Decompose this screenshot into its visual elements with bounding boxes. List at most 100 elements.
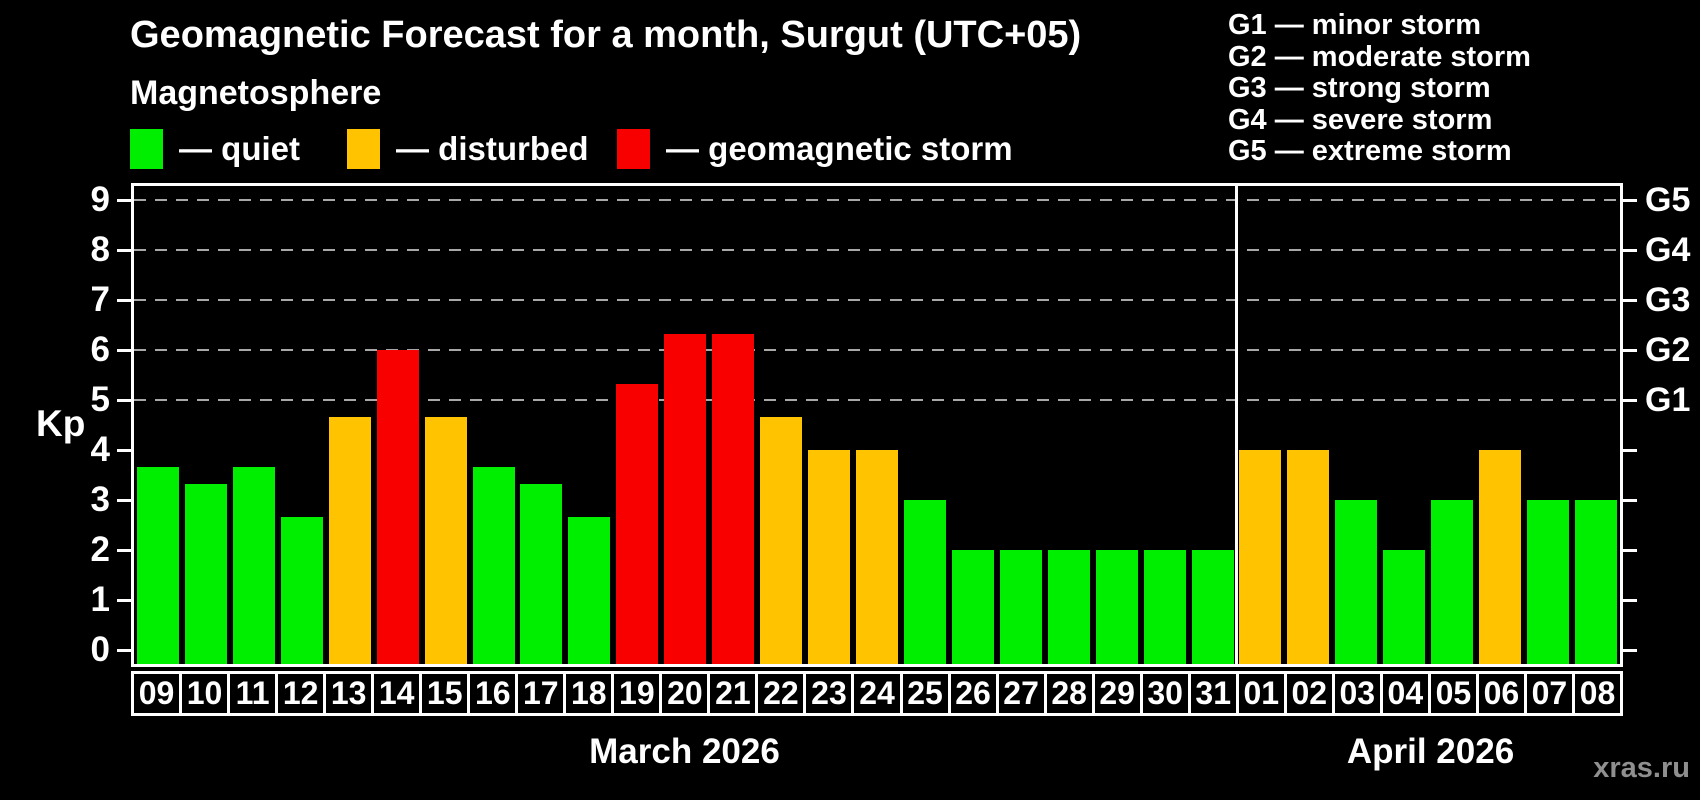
y-axis-tick-right-8 [1623,249,1637,252]
y-axis-tick-label-9: 9 [90,180,110,219]
legend-label-quiet: — quiet [179,130,300,167]
g-level-label-G1: G1 [1645,381,1691,419]
y-axis-tick-label-8: 8 [90,230,110,269]
date-cell-21: 21 [710,674,759,713]
date-cell-28: 28 [1047,674,1095,713]
month-label-march: March 2026 [589,732,780,771]
y-axis-tick-label-0: 0 [90,630,110,669]
y-axis-tick-right-4 [1623,449,1637,452]
y-axis-tick-right-7 [1623,299,1637,302]
kp-bar-23 [808,450,851,664]
kp-bar-12 [280,516,323,664]
date-cell-27: 27 [999,674,1047,713]
y-axis-tick-label-1: 1 [90,580,110,619]
gridline-kp9 [134,199,1620,201]
g-scale-legend-line: G1 — minor storm [1228,9,1481,41]
legend-item-storm: — geomagnetic storm [617,128,1013,170]
g-level-label-G4: G4 [1645,231,1691,269]
date-cell-06: 06 [1479,674,1527,713]
kp-bar-15 [424,416,467,664]
y-axis-tick-left-0 [117,649,131,652]
gridline-kp7 [134,299,1620,301]
kp-bar-17 [520,483,563,664]
kp-bar-28 [1047,550,1090,664]
date-cell-13: 13 [326,674,375,713]
date-cell-22: 22 [758,674,807,713]
date-cell-09: 09 [134,674,183,713]
date-cell-30: 30 [1143,674,1191,713]
date-cell-07: 07 [1527,674,1575,713]
y-axis-tick-left-7 [117,299,131,302]
y-axis-tick-label-5: 5 [90,380,110,419]
g-scale-legend-line: G2 — moderate storm [1228,40,1531,73]
kp-axis-label: Kp [36,403,86,444]
kp-bar-20 [664,333,707,664]
g-level-label-G2: G2 [1645,331,1691,369]
date-cell-04: 04 [1383,674,1431,713]
kp-bar-14 [376,350,419,664]
kp-bar-25 [903,500,946,664]
y-axis-tick-right-5 [1623,399,1637,402]
storm-swatch-icon [617,129,650,169]
legend-item-quiet: — quiet [130,128,300,170]
date-cell-15: 15 [422,674,471,713]
date-cell-08: 08 [1579,675,1616,711]
gridline-kp5 [134,399,1620,401]
kp-bar-06 [1479,450,1522,664]
y-axis-tick-label-2: 2 [90,530,110,569]
date-cell-05: 05 [1431,674,1479,713]
y-axis-tick-left-2 [117,549,131,552]
gridline-kp8 [134,249,1620,251]
y-axis-tick-right-1 [1623,599,1637,602]
g-scale-legend-line: G3 — strong storm [1228,72,1491,104]
y-axis-tick-right-2 [1623,549,1637,552]
date-cell-31: 31 [1191,674,1239,713]
y-axis-tick-left-3 [117,499,131,502]
kp-bar-24 [856,450,898,664]
kp-bar-22 [760,416,803,664]
date-cell-26: 26 [951,674,999,713]
date-cell-16: 16 [470,674,519,713]
date-cell-17: 17 [518,674,567,713]
kp-bar-13 [328,416,371,664]
date-axis-row: 09 10 11 12 13 14 15 16 17 18 19 20 21 22 23 24 25 26 27 28… [131,671,1623,716]
date-cell-10: 10 [182,674,231,713]
date-cell-29: 29 [1095,674,1143,713]
kp-bar-11 [232,466,275,664]
kp-bar-08 [1575,500,1618,664]
kp-bar-30 [1143,550,1186,664]
date-cell-11: 11 [230,674,279,713]
kp-bar-31 [1191,550,1234,664]
kp-bar-21 [712,333,755,664]
date-cell-25: 25 [903,674,951,713]
kp-bar-29 [1095,550,1138,664]
kp-bar-05 [1431,500,1474,664]
y-axis-tick-label-4: 4 [90,430,110,469]
kp-bar-10 [184,483,227,664]
y-axis-tick-label-7: 7 [90,280,110,319]
g-scale-legend: G1 — minor storm G2 — moderate storm G3 … [1228,9,1531,168]
g-level-label-G3: G3 [1645,281,1691,319]
y-axis-tick-left-6 [117,349,131,352]
date-cell-18: 18 [566,674,615,713]
y-axis-tick-right-3 [1623,499,1637,502]
kp-bar-19 [616,383,659,664]
date-cell-03: 03 [1335,674,1383,713]
kp-bar-09 [136,466,179,664]
kp-bar-02 [1287,450,1330,664]
y-axis-tick-label-3: 3 [90,480,110,519]
month-label-april: April 2026 [1346,732,1515,771]
gridline-kp6 [134,349,1620,351]
y-axis-tick-left-9 [117,199,131,202]
month-separator-line [1235,186,1239,664]
chart-subtitle: Magnetosphere [130,74,382,112]
disturbed-swatch-icon [347,129,380,169]
y-axis-tick-left-1 [117,599,131,602]
kp-bar-04 [1383,550,1426,664]
kp-bar-03 [1335,500,1378,664]
legend-label-storm: — geomagnetic storm [666,130,1013,167]
date-cell-23: 23 [806,674,855,713]
quiet-swatch-icon [130,129,163,169]
y-axis-tick-left-8 [117,249,131,252]
y-axis-tick-left-4 [117,449,131,452]
